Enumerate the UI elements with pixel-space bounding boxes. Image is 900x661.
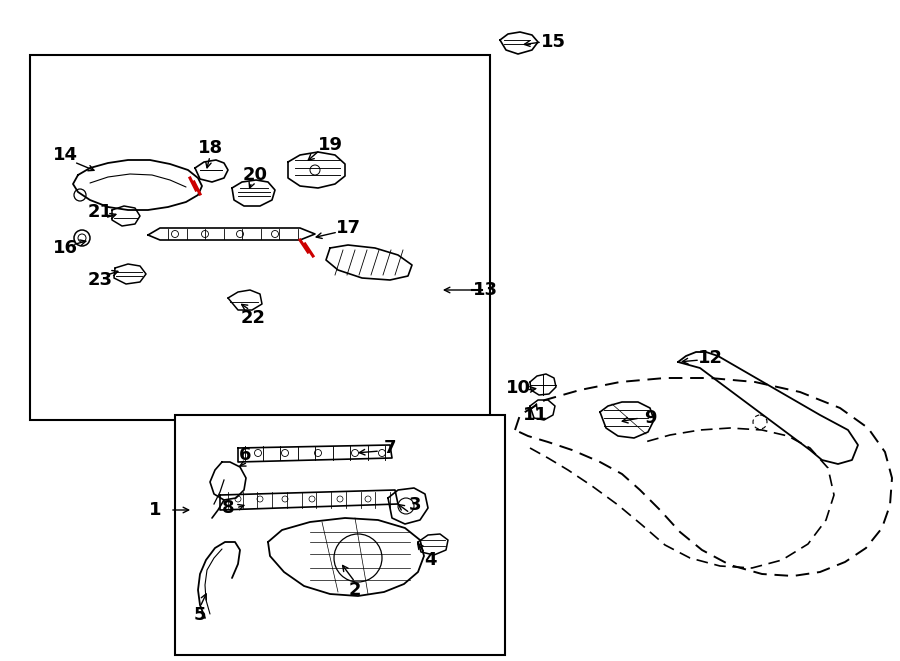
Text: 20: 20 (242, 166, 267, 184)
Text: 7: 7 (383, 439, 396, 457)
Text: 23: 23 (87, 271, 112, 289)
Text: 12: 12 (698, 349, 723, 367)
Text: 5: 5 (194, 606, 206, 624)
Text: 11: 11 (523, 406, 547, 424)
Text: 4: 4 (424, 551, 436, 569)
Text: 6: 6 (238, 446, 251, 464)
Bar (175, 415, 505, 655)
Text: 2: 2 (349, 581, 361, 599)
Text: 22: 22 (240, 309, 266, 327)
Text: 13: 13 (472, 281, 498, 299)
Text: 14: 14 (52, 146, 77, 164)
Text: 1: 1 (148, 501, 161, 519)
Text: 21: 21 (87, 203, 112, 221)
Text: 8: 8 (221, 499, 234, 517)
Text: 19: 19 (318, 136, 343, 154)
Text: 3: 3 (409, 496, 421, 514)
Bar (30, 55, 490, 420)
Text: 16: 16 (52, 239, 77, 257)
Text: 9: 9 (644, 409, 656, 427)
Text: 10: 10 (506, 379, 530, 397)
Text: 15: 15 (541, 33, 565, 51)
Text: 17: 17 (336, 219, 361, 237)
Text: 18: 18 (197, 139, 222, 157)
